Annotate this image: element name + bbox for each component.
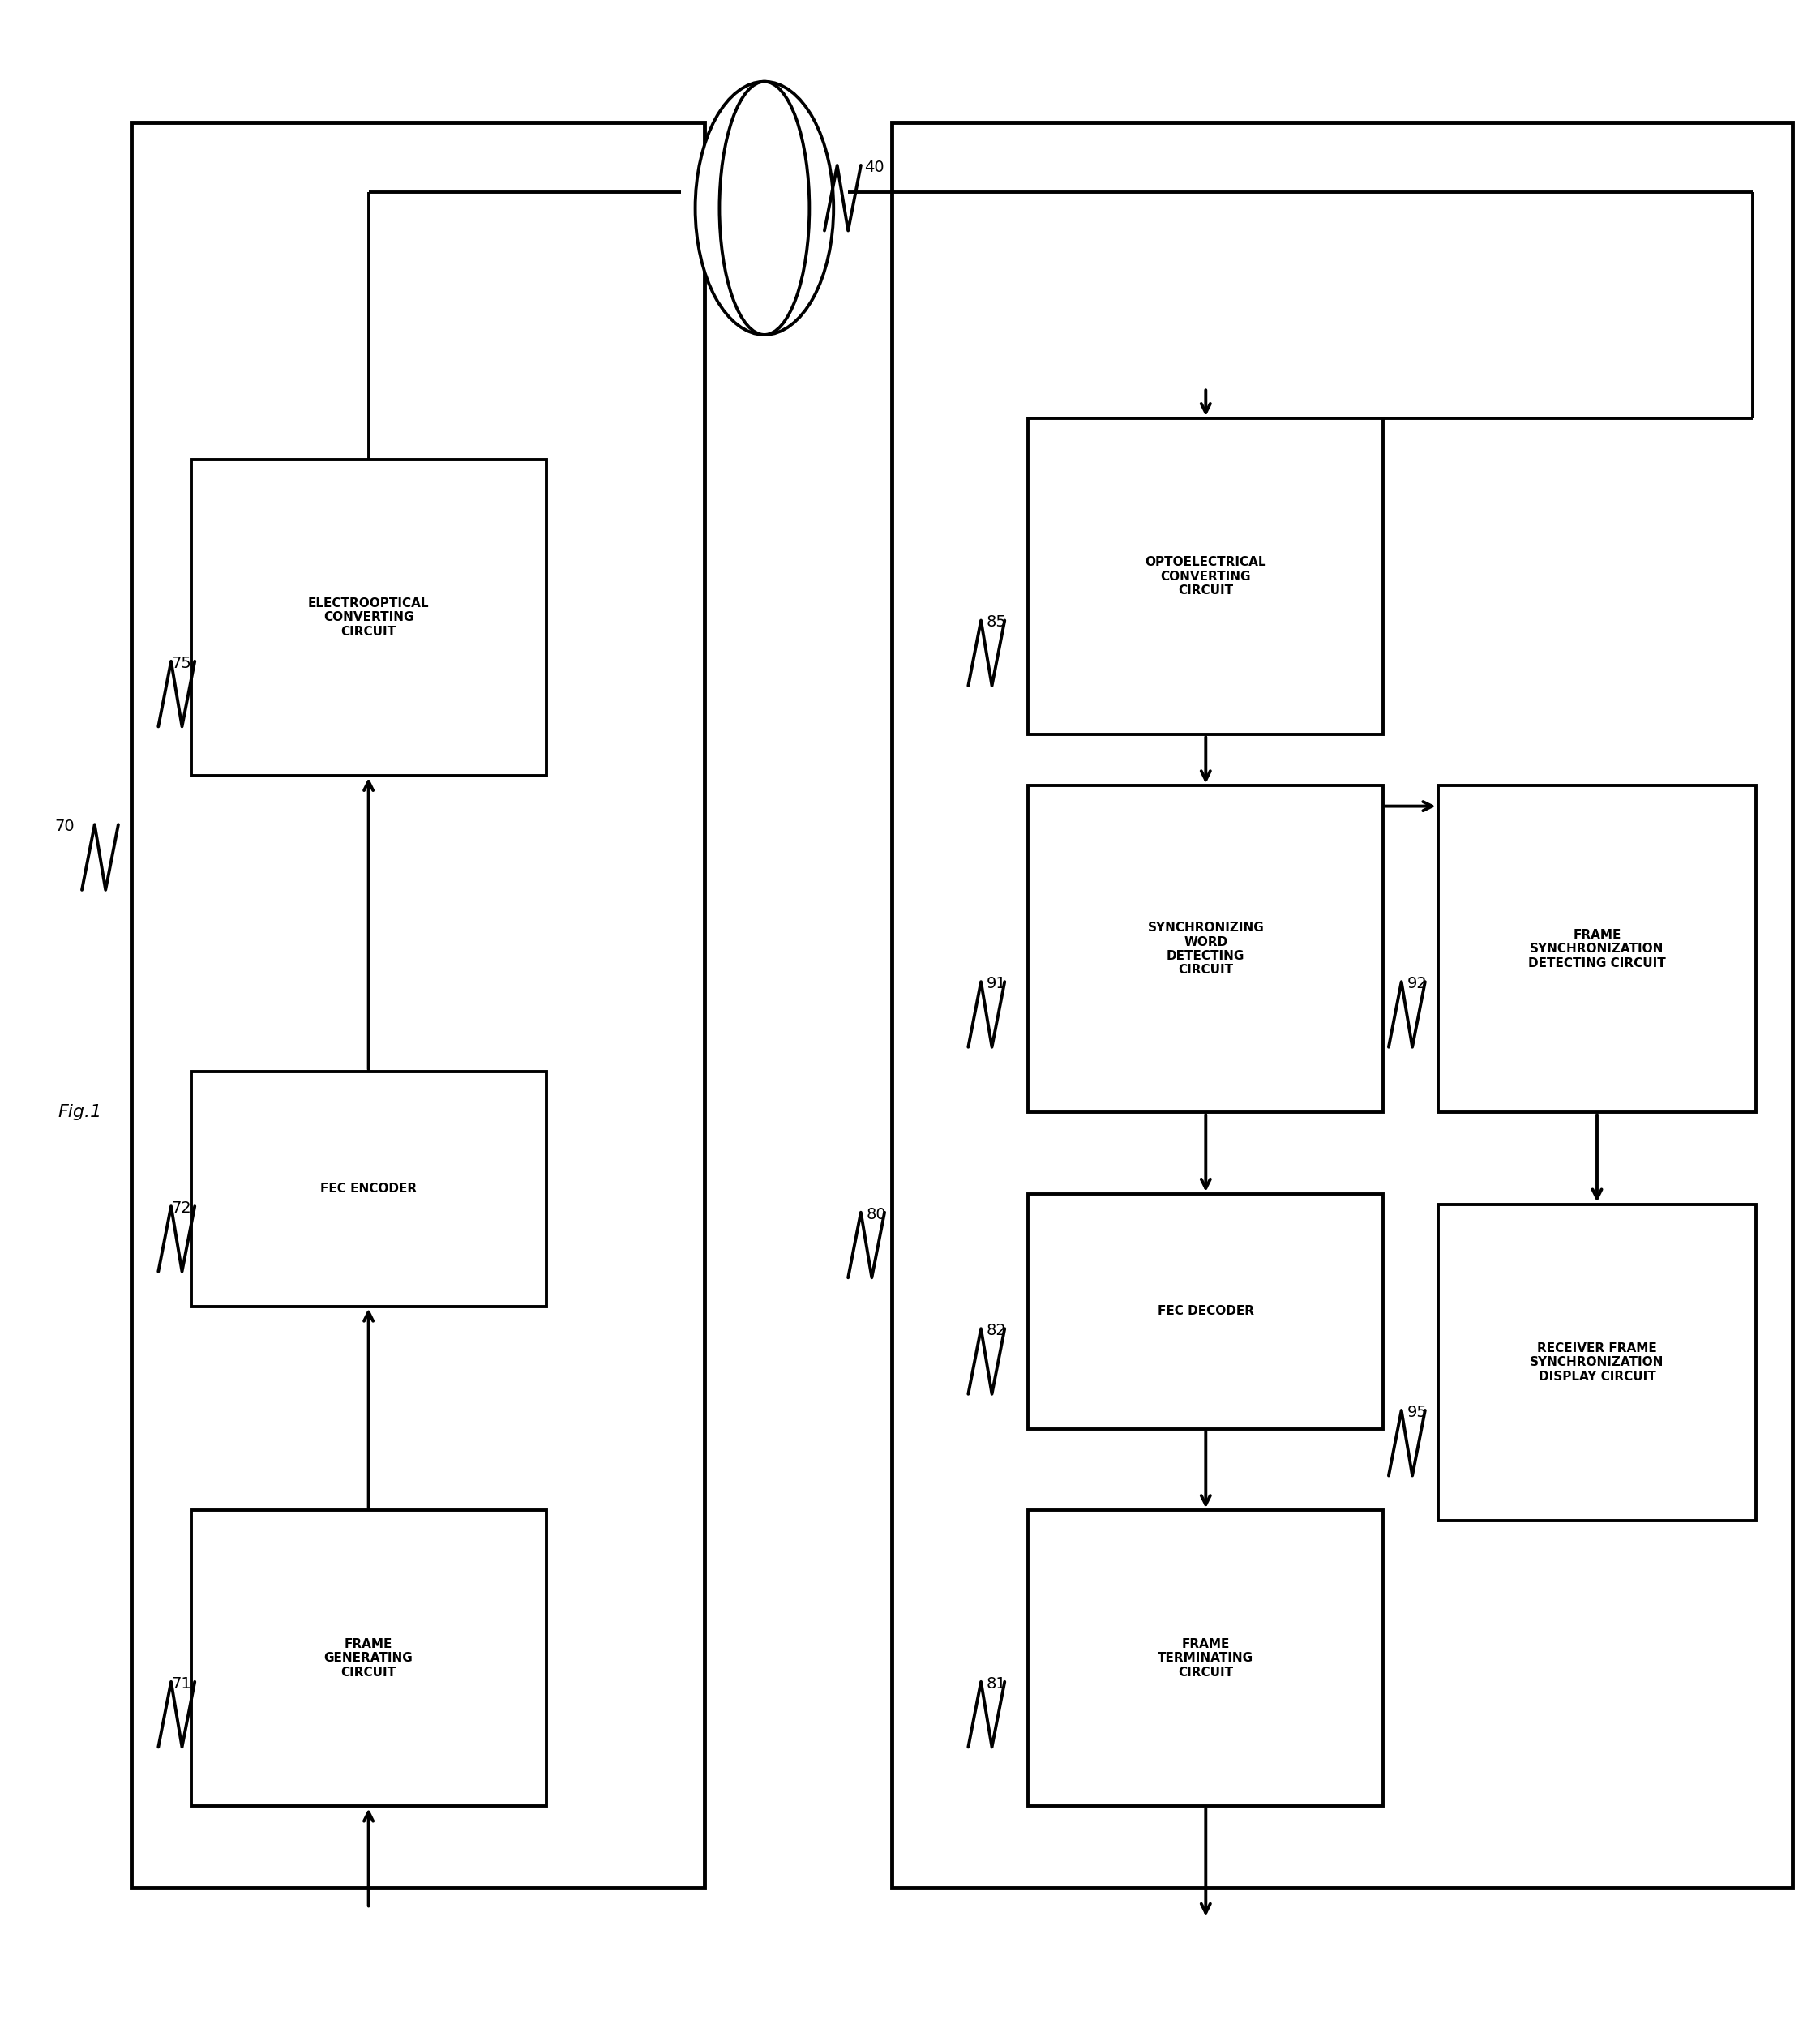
Text: 95: 95 bbox=[1407, 1404, 1427, 1421]
Text: 92: 92 bbox=[1407, 976, 1427, 992]
Ellipse shape bbox=[719, 82, 810, 335]
Bar bbox=[1028, 786, 1383, 1112]
Text: FRAME
TERMINATING
CIRCUIT: FRAME TERMINATING CIRCUIT bbox=[1158, 1639, 1254, 1678]
Text: Fig.1: Fig.1 bbox=[58, 1104, 102, 1121]
Bar bbox=[1028, 1510, 1383, 1806]
Text: 75: 75 bbox=[171, 655, 191, 671]
Text: 72: 72 bbox=[171, 1200, 191, 1216]
Bar bbox=[191, 459, 546, 776]
Text: 81: 81 bbox=[986, 1676, 1006, 1692]
Text: 91: 91 bbox=[986, 976, 1006, 992]
Bar bbox=[1028, 418, 1383, 735]
Bar bbox=[1438, 786, 1756, 1112]
Bar bbox=[191, 1072, 546, 1306]
Bar bbox=[892, 122, 1793, 1888]
Ellipse shape bbox=[695, 82, 834, 335]
Text: 70: 70 bbox=[55, 818, 75, 835]
Bar bbox=[191, 1510, 546, 1806]
Text: FEC DECODER: FEC DECODER bbox=[1158, 1306, 1254, 1316]
Bar bbox=[1438, 1204, 1756, 1521]
Text: 85: 85 bbox=[986, 614, 1006, 631]
Text: ELECTROOPTICAL
CONVERTING
CIRCUIT: ELECTROOPTICAL CONVERTING CIRCUIT bbox=[308, 598, 430, 637]
Text: 71: 71 bbox=[171, 1676, 191, 1692]
Text: RECEIVER FRAME
SYNCHRONIZATION
DISPLAY CIRCUIT: RECEIVER FRAME SYNCHRONIZATION DISPLAY C… bbox=[1531, 1343, 1663, 1382]
Text: OPTOELECTRICAL
CONVERTING
CIRCUIT: OPTOELECTRICAL CONVERTING CIRCUIT bbox=[1145, 557, 1267, 596]
Text: SYNCHRONIZING
WORD
DETECTING
CIRCUIT: SYNCHRONIZING WORD DETECTING CIRCUIT bbox=[1147, 923, 1265, 976]
Bar bbox=[131, 122, 704, 1888]
Text: FEC ENCODER: FEC ENCODER bbox=[320, 1184, 417, 1194]
Text: FRAME
SYNCHRONIZATION
DETECTING CIRCUIT: FRAME SYNCHRONIZATION DETECTING CIRCUIT bbox=[1529, 929, 1665, 969]
Text: FRAME
GENERATING
CIRCUIT: FRAME GENERATING CIRCUIT bbox=[324, 1639, 413, 1678]
Text: 82: 82 bbox=[986, 1323, 1006, 1339]
Bar bbox=[1028, 1194, 1383, 1429]
Text: 80: 80 bbox=[866, 1206, 886, 1223]
Text: 40: 40 bbox=[864, 159, 885, 176]
